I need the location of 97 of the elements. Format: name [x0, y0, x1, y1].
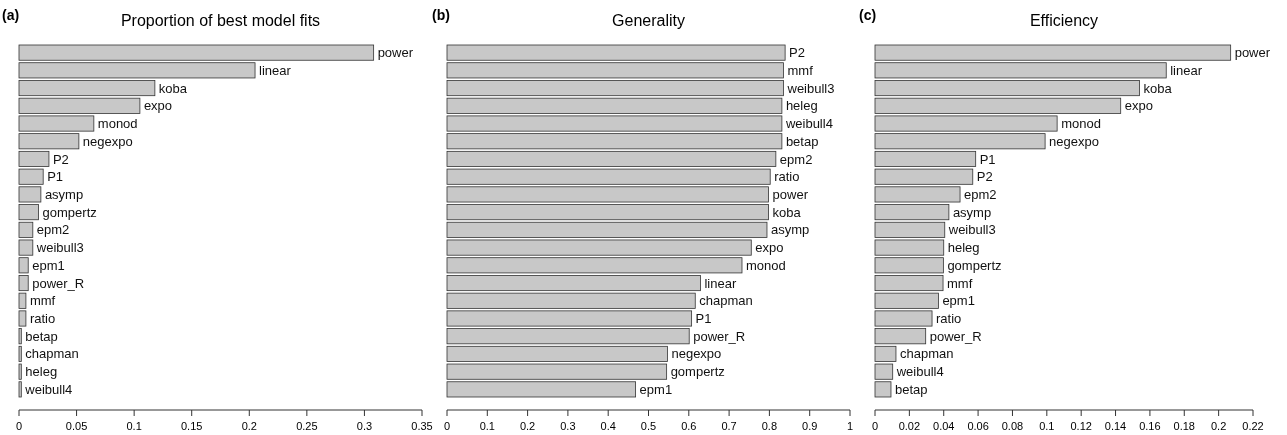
x-tick-label: 0.6: [681, 420, 697, 432]
x-tick-label: 0.3: [356, 420, 373, 432]
y-tick-label: heleg: [947, 240, 980, 256]
y-tick-label: power_R: [929, 328, 982, 344]
x-tick-label: 0.2: [519, 420, 536, 432]
y-tick-label: linear: [1170, 62, 1203, 78]
y-tick-label: expo: [143, 98, 173, 114]
x-tick-label: 0.04: [933, 420, 955, 432]
y-tick-label: epm2: [964, 186, 997, 202]
y-tick-label: expo: [1124, 98, 1153, 114]
x-tick-label: 0.5: [640, 420, 657, 432]
y-tick-label: ratio: [29, 311, 56, 327]
y-tick-label: P2: [52, 151, 69, 167]
y-tick-label: weibull3: [947, 222, 996, 238]
y-tick-label: P1: [47, 169, 64, 185]
x-tick-label: 0.15: [181, 420, 203, 432]
chart-title: Efficiency: [1029, 12, 1099, 29]
y-tick-label: monod: [97, 116, 138, 132]
y-tick-label: gompertz: [947, 257, 1002, 273]
y-tick-label: gompertz: [670, 364, 725, 380]
x-tick-label: 0.08: [1001, 420, 1024, 432]
y-tick-label: power_R: [693, 328, 746, 344]
text: (a): [2, 7, 20, 23]
chart-title: Proportion of best model fits: [120, 12, 321, 29]
y-tick-label: asymp: [770, 222, 810, 238]
y-tick-label: negexpo: [671, 346, 722, 362]
y-tick-label: weibull4: [895, 364, 944, 380]
x-tick-label: 0.3: [560, 420, 576, 432]
y-tick-label: expo: [755, 240, 784, 256]
y-tick-label: P2: [976, 169, 993, 185]
y-tick-label: betap: [785, 133, 819, 149]
x-tick-label: 0.1: [479, 420, 495, 432]
y-tick-label: epm1: [942, 293, 975, 309]
y-tick-label: P1: [979, 151, 996, 167]
x-tick-label: 0.1: [1039, 420, 1055, 432]
x-tick-label: 0.05: [65, 420, 88, 432]
y-tick-label: weibull4: [24, 381, 73, 397]
y-tick-label: ratio: [936, 311, 962, 327]
x-tick-label: 0.35: [411, 420, 433, 432]
y-tick-label: mmf: [947, 275, 973, 291]
y-tick-label: heleg: [785, 98, 818, 114]
x-tick-label: 0.16: [1139, 420, 1161, 432]
y-tick-label: heleg: [25, 364, 58, 380]
x-tick-label: 0: [443, 420, 451, 432]
y-tick-label: asymp: [44, 186, 84, 202]
x-tick-label: 0: [871, 420, 879, 432]
y-tick-label: power: [377, 45, 414, 61]
y-tick-label: epm2: [36, 222, 70, 238]
y-tick-label: epm1: [32, 257, 65, 273]
x-tick-label: 0.1: [126, 420, 142, 432]
x-tick-label: 0.14: [1104, 420, 1127, 432]
y-tick-label: betap: [894, 381, 928, 397]
y-tick-label: asymp: [952, 204, 992, 220]
text: (c): [859, 7, 877, 23]
y-tick-label: mmf: [787, 62, 814, 78]
y-tick-label: koba: [158, 80, 188, 96]
y-tick-label: weibull3: [786, 80, 835, 96]
y-tick-label: power: [1234, 45, 1271, 61]
y-tick-label: negexpo: [82, 133, 133, 149]
x-tick-label: 0.2: [241, 420, 257, 432]
y-tick-label: monod: [1061, 116, 1101, 132]
y-tick-label: ratio: [774, 169, 800, 185]
y-tick-label: P2: [789, 45, 806, 61]
chart-title: Generality: [612, 12, 685, 29]
y-tick-label: koba: [772, 204, 802, 220]
y-tick-label: epm1: [639, 381, 673, 397]
y-tick-label: monod: [746, 257, 786, 273]
y-tick-label: epm2: [779, 151, 813, 167]
x-tick-label: 0.25: [296, 420, 318, 432]
x-tick-label: 0.9: [802, 420, 818, 432]
x-tick-label: 0: [15, 420, 23, 432]
y-tick-label: weibull4: [784, 116, 833, 132]
x-tick-label: 0.06: [967, 420, 989, 432]
y-tick-label: P1: [695, 311, 712, 327]
y-tick-label: koba: [1143, 80, 1173, 96]
y-tick-label: linear: [259, 62, 292, 78]
y-tick-label: power_R: [32, 275, 85, 291]
x-tick-label: 0.4: [600, 420, 616, 432]
y-tick-label: linear: [704, 275, 737, 291]
y-tick-label: chapman: [699, 293, 753, 309]
x-tick-label: 0.2: [1210, 420, 1227, 432]
x-tick-label: 0.12: [1070, 420, 1092, 432]
x-tick-label: 0.18: [1173, 420, 1195, 432]
y-tick-label: chapman: [899, 346, 954, 362]
x-tick-label: 0.22: [1242, 420, 1264, 432]
x-tick-label: 0.8: [761, 420, 778, 432]
y-tick-label: chapman: [25, 346, 79, 362]
x-tick-label: 0.02: [898, 420, 921, 432]
y-tick-label: negexpo: [1049, 133, 1099, 149]
y-tick-label: weibull3: [35, 240, 84, 256]
y-tick-label: power: [772, 186, 809, 202]
y-tick-label: betap: [25, 328, 58, 344]
x-tick-label: 1: [846, 420, 854, 432]
y-tick-label: gompertz: [42, 204, 97, 220]
y-tick-label: mmf: [29, 293, 56, 309]
x-tick-label: 0.7: [721, 420, 737, 432]
text: (b): [432, 7, 450, 23]
